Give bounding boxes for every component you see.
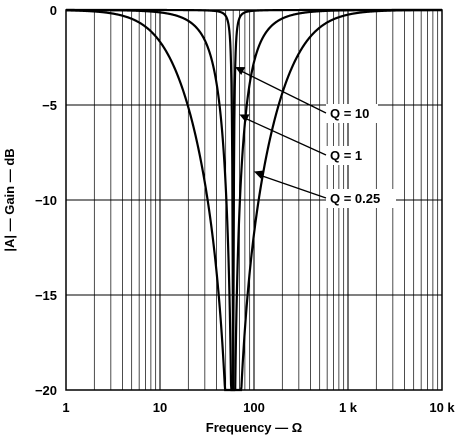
- y-tick-label: 0: [50, 3, 57, 18]
- annotation-leader: [243, 116, 327, 156]
- x-tick-label: 1 k: [339, 400, 358, 415]
- x-tick-labels: 1 10 100 1 k 10 k: [62, 400, 455, 415]
- series-label: Q = 10: [330, 106, 369, 121]
- annotation-arrowhead: [235, 67, 246, 75]
- annotation-leader: [238, 69, 327, 114]
- annotation-leader: [257, 173, 327, 199]
- grid: [66, 10, 442, 390]
- y-tick-label: −15: [35, 288, 57, 303]
- series-label: Q = 0.25: [330, 191, 380, 206]
- y-tick-label: −10: [35, 193, 57, 208]
- y-axis-title: |A| — Gain — dB: [2, 148, 17, 251]
- y-tick-label: −20: [35, 383, 57, 398]
- y-tick-label: −5: [42, 98, 57, 113]
- annotations: Q = 10 Q = 1 Q = 0.25: [235, 67, 396, 208]
- x-tick-label: 10 k: [429, 400, 455, 415]
- plot-frame: [65, 9, 443, 391]
- x-tick-label: 100: [243, 400, 265, 415]
- annotation-arrowhead: [239, 114, 250, 123]
- x-tick-label: 1: [62, 400, 69, 415]
- series-line-q-2: [66, 8, 442, 392]
- annotation-box: [326, 104, 378, 123]
- y-tick-labels: 0 −5 −10 −15 −20: [35, 3, 57, 398]
- x-axis-title: Frequency — Ω: [206, 420, 302, 435]
- annotation-box: [326, 146, 370, 165]
- annotation-box: [326, 189, 396, 208]
- annotation-arrowhead: [254, 170, 264, 179]
- series-label: Q = 1: [330, 148, 362, 163]
- x-tick-label: 10: [153, 400, 167, 415]
